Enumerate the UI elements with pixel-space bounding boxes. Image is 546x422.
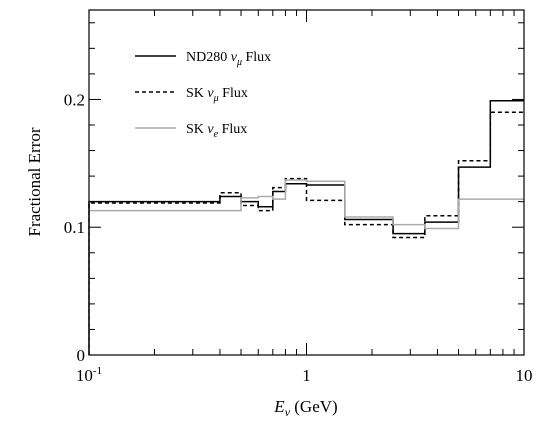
x-tick-label: 10-1 [76, 365, 102, 385]
plot-frame [88, 9, 525, 356]
x-axis-label: Eν (GeV) [273, 397, 337, 419]
legend-label-2: SK νμ Flux [186, 86, 248, 104]
legend-label-1: ND280 νμ Flux [186, 50, 271, 68]
tick-labels: 0 0.1 0.2 10-1 1 10 [64, 90, 533, 385]
x-tick-label: 1 [302, 366, 311, 385]
series-line-3 [88, 179, 524, 355]
y-axis-label: Fractional Error [25, 127, 44, 236]
legend: ND280 νμ Flux SK νμ Flux SK νe Flux [135, 50, 271, 140]
y-tick-label: 0.1 [64, 218, 85, 237]
legend-label-3: SK νe Flux [186, 122, 247, 140]
y-tick-label: 0 [77, 346, 86, 365]
y-tick-label: 0.2 [64, 90, 85, 109]
x-axis-label-symbol: E [273, 397, 285, 416]
x-tick-label: 10 [516, 366, 533, 385]
x-axis-label-unit: (GeV) [290, 397, 338, 416]
x-axis-label-subscript: ν [285, 405, 291, 419]
series-line-2 [88, 111, 524, 355]
series-group [88, 99, 524, 355]
